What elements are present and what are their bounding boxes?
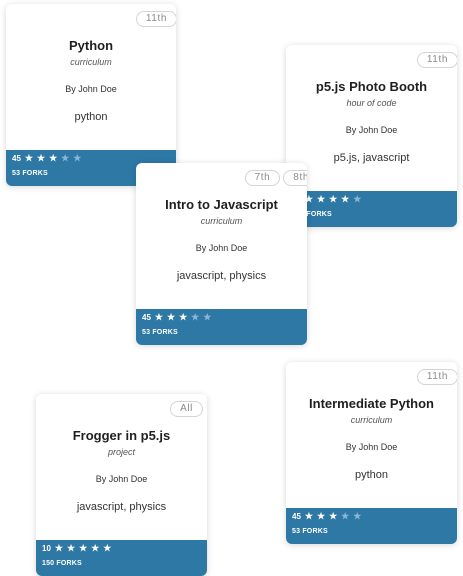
- rating-count: 10: [42, 544, 51, 553]
- card-subjects: p5.js, javascript: [333, 152, 410, 164]
- card-title[interactable]: Frogger in p5.js: [72, 428, 171, 443]
- card-title[interactable]: Python: [68, 38, 114, 53]
- star-icon: ★: [304, 511, 313, 521]
- star-icon: ★: [24, 153, 33, 163]
- fork-count: 102 FORKS: [292, 211, 332, 218]
- card-author: By John Doe: [345, 125, 398, 135]
- grade-tag: 11th: [416, 369, 457, 385]
- grade-tags: 11th: [416, 52, 457, 68]
- card-footer: 68 ★★★★★ 102 FORKS: [286, 191, 457, 227]
- star-icon: ★: [329, 194, 338, 204]
- star-icon: ★: [341, 194, 350, 204]
- card-subjects: javascript, physics: [76, 501, 167, 513]
- star-rating: ★ ★ ★ ★ ★: [305, 195, 365, 204]
- star-icon: ★: [341, 511, 350, 521]
- star-rating: ★ ★ ★ ★ ★: [55, 544, 115, 553]
- card-type: curriculum: [350, 415, 393, 425]
- grade-tag: 11th: [135, 11, 176, 27]
- card-subjects: python: [354, 469, 389, 481]
- grade-tag: 11th: [416, 52, 457, 68]
- star-icon: ★: [61, 153, 70, 163]
- grade-tags: 11th: [135, 11, 176, 27]
- rating-count: 45: [142, 313, 151, 322]
- rating-count: 45: [12, 154, 21, 163]
- card-python[interactable]: 11th Python curriculum By John Doe pytho…: [6, 4, 176, 186]
- star-icon: ★: [166, 312, 176, 322]
- star-icon: ★: [329, 511, 338, 521]
- rating: 45 ★ ★ ★ ★ ★: [292, 512, 365, 522]
- card-author: By John Doe: [345, 442, 398, 452]
- card-title[interactable]: p5.js Photo Booth: [315, 79, 428, 94]
- fork-count: 53 FORKS: [142, 329, 178, 336]
- star-icon: ★: [353, 194, 362, 204]
- star-icon: ★: [304, 194, 313, 204]
- star-icon: ★: [79, 543, 88, 553]
- card-intro-to-javascript[interactable]: 7th 8th Intro to Javascript curriculum B…: [136, 163, 307, 345]
- card-type: curriculum: [70, 57, 112, 67]
- card-type: curriculum: [200, 216, 243, 226]
- card-subjects: python: [74, 111, 108, 123]
- grade-tag: 8th: [283, 170, 307, 186]
- fork-count: 53 FORKS: [12, 170, 48, 177]
- grade-tag: All: [170, 401, 203, 417]
- rating: 45 ★ ★ ★ ★ ★: [12, 154, 85, 164]
- card-intermediate-python[interactable]: 11th Intermediate Python curriculum By J…: [286, 362, 457, 544]
- card-subjects: javascript, physics: [176, 270, 267, 282]
- star-icon: ★: [36, 153, 46, 163]
- star-icon: ★: [49, 153, 58, 163]
- card-type: hour of code: [346, 98, 397, 108]
- card-footer: 45 ★ ★ ★ ★ ★ 53 FORKS: [136, 309, 307, 345]
- card-p5js-photo-booth[interactable]: 11th p5.js Photo Booth hour of code By J…: [286, 45, 457, 227]
- star-icon: ★: [179, 312, 188, 322]
- star-rating: ★ ★ ★ ★ ★: [155, 313, 215, 322]
- star-icon: ★: [154, 312, 163, 322]
- rating: 10 ★ ★ ★ ★ ★: [42, 544, 115, 554]
- star-icon: ★: [203, 312, 212, 322]
- card-title[interactable]: Intermediate Python: [309, 396, 434, 411]
- grade-tags: 7th 8th: [244, 170, 307, 186]
- grade-tags: All: [170, 401, 203, 417]
- star-icon: ★: [353, 511, 362, 521]
- rating: 45 ★ ★ ★ ★ ★: [142, 313, 215, 323]
- card-author: By John Doe: [95, 474, 148, 484]
- rating-count: 45: [292, 512, 301, 521]
- card-author: By John Doe: [65, 84, 117, 94]
- star-icon: ★: [73, 153, 82, 163]
- star-rating: ★ ★ ★ ★ ★: [305, 512, 365, 521]
- card-footer: 10 ★ ★ ★ ★ ★ 150 FORKS: [36, 540, 207, 576]
- card-frogger-in-p5js[interactable]: All Frogger in p5.js project By John Doe…: [36, 394, 207, 576]
- star-icon: ★: [316, 511, 326, 521]
- card-author: By John Doe: [195, 243, 248, 253]
- fork-count: 53 FORKS: [292, 528, 328, 535]
- card-footer: 45 ★ ★ ★ ★ ★ 53 FORKS: [286, 508, 457, 544]
- grade-tags: 11th: [416, 369, 457, 385]
- grade-tag: 7th: [244, 170, 281, 186]
- star-icon: ★: [54, 543, 63, 553]
- star-icon: ★: [91, 543, 100, 553]
- card-title[interactable]: Intro to Javascript: [165, 197, 278, 212]
- fork-count: 150 FORKS: [42, 560, 82, 567]
- star-rating: ★ ★ ★ ★ ★: [25, 154, 85, 163]
- star-icon: ★: [66, 543, 76, 553]
- star-icon: ★: [191, 312, 200, 322]
- card-type: project: [107, 447, 135, 457]
- star-icon: ★: [316, 194, 326, 204]
- star-icon: ★: [103, 543, 112, 553]
